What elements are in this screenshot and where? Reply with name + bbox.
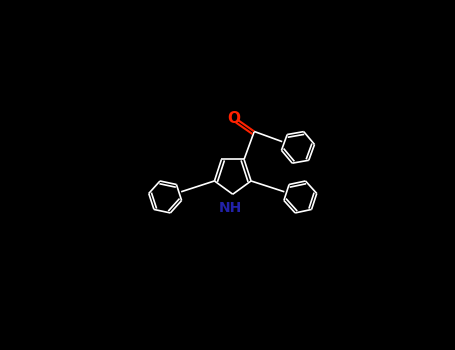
Text: O: O (227, 111, 240, 126)
Text: NH: NH (218, 201, 242, 215)
